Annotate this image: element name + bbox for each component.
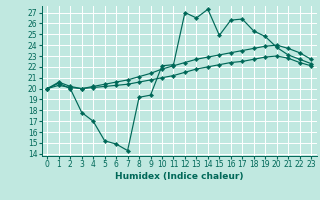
X-axis label: Humidex (Indice chaleur): Humidex (Indice chaleur)	[115, 172, 244, 181]
